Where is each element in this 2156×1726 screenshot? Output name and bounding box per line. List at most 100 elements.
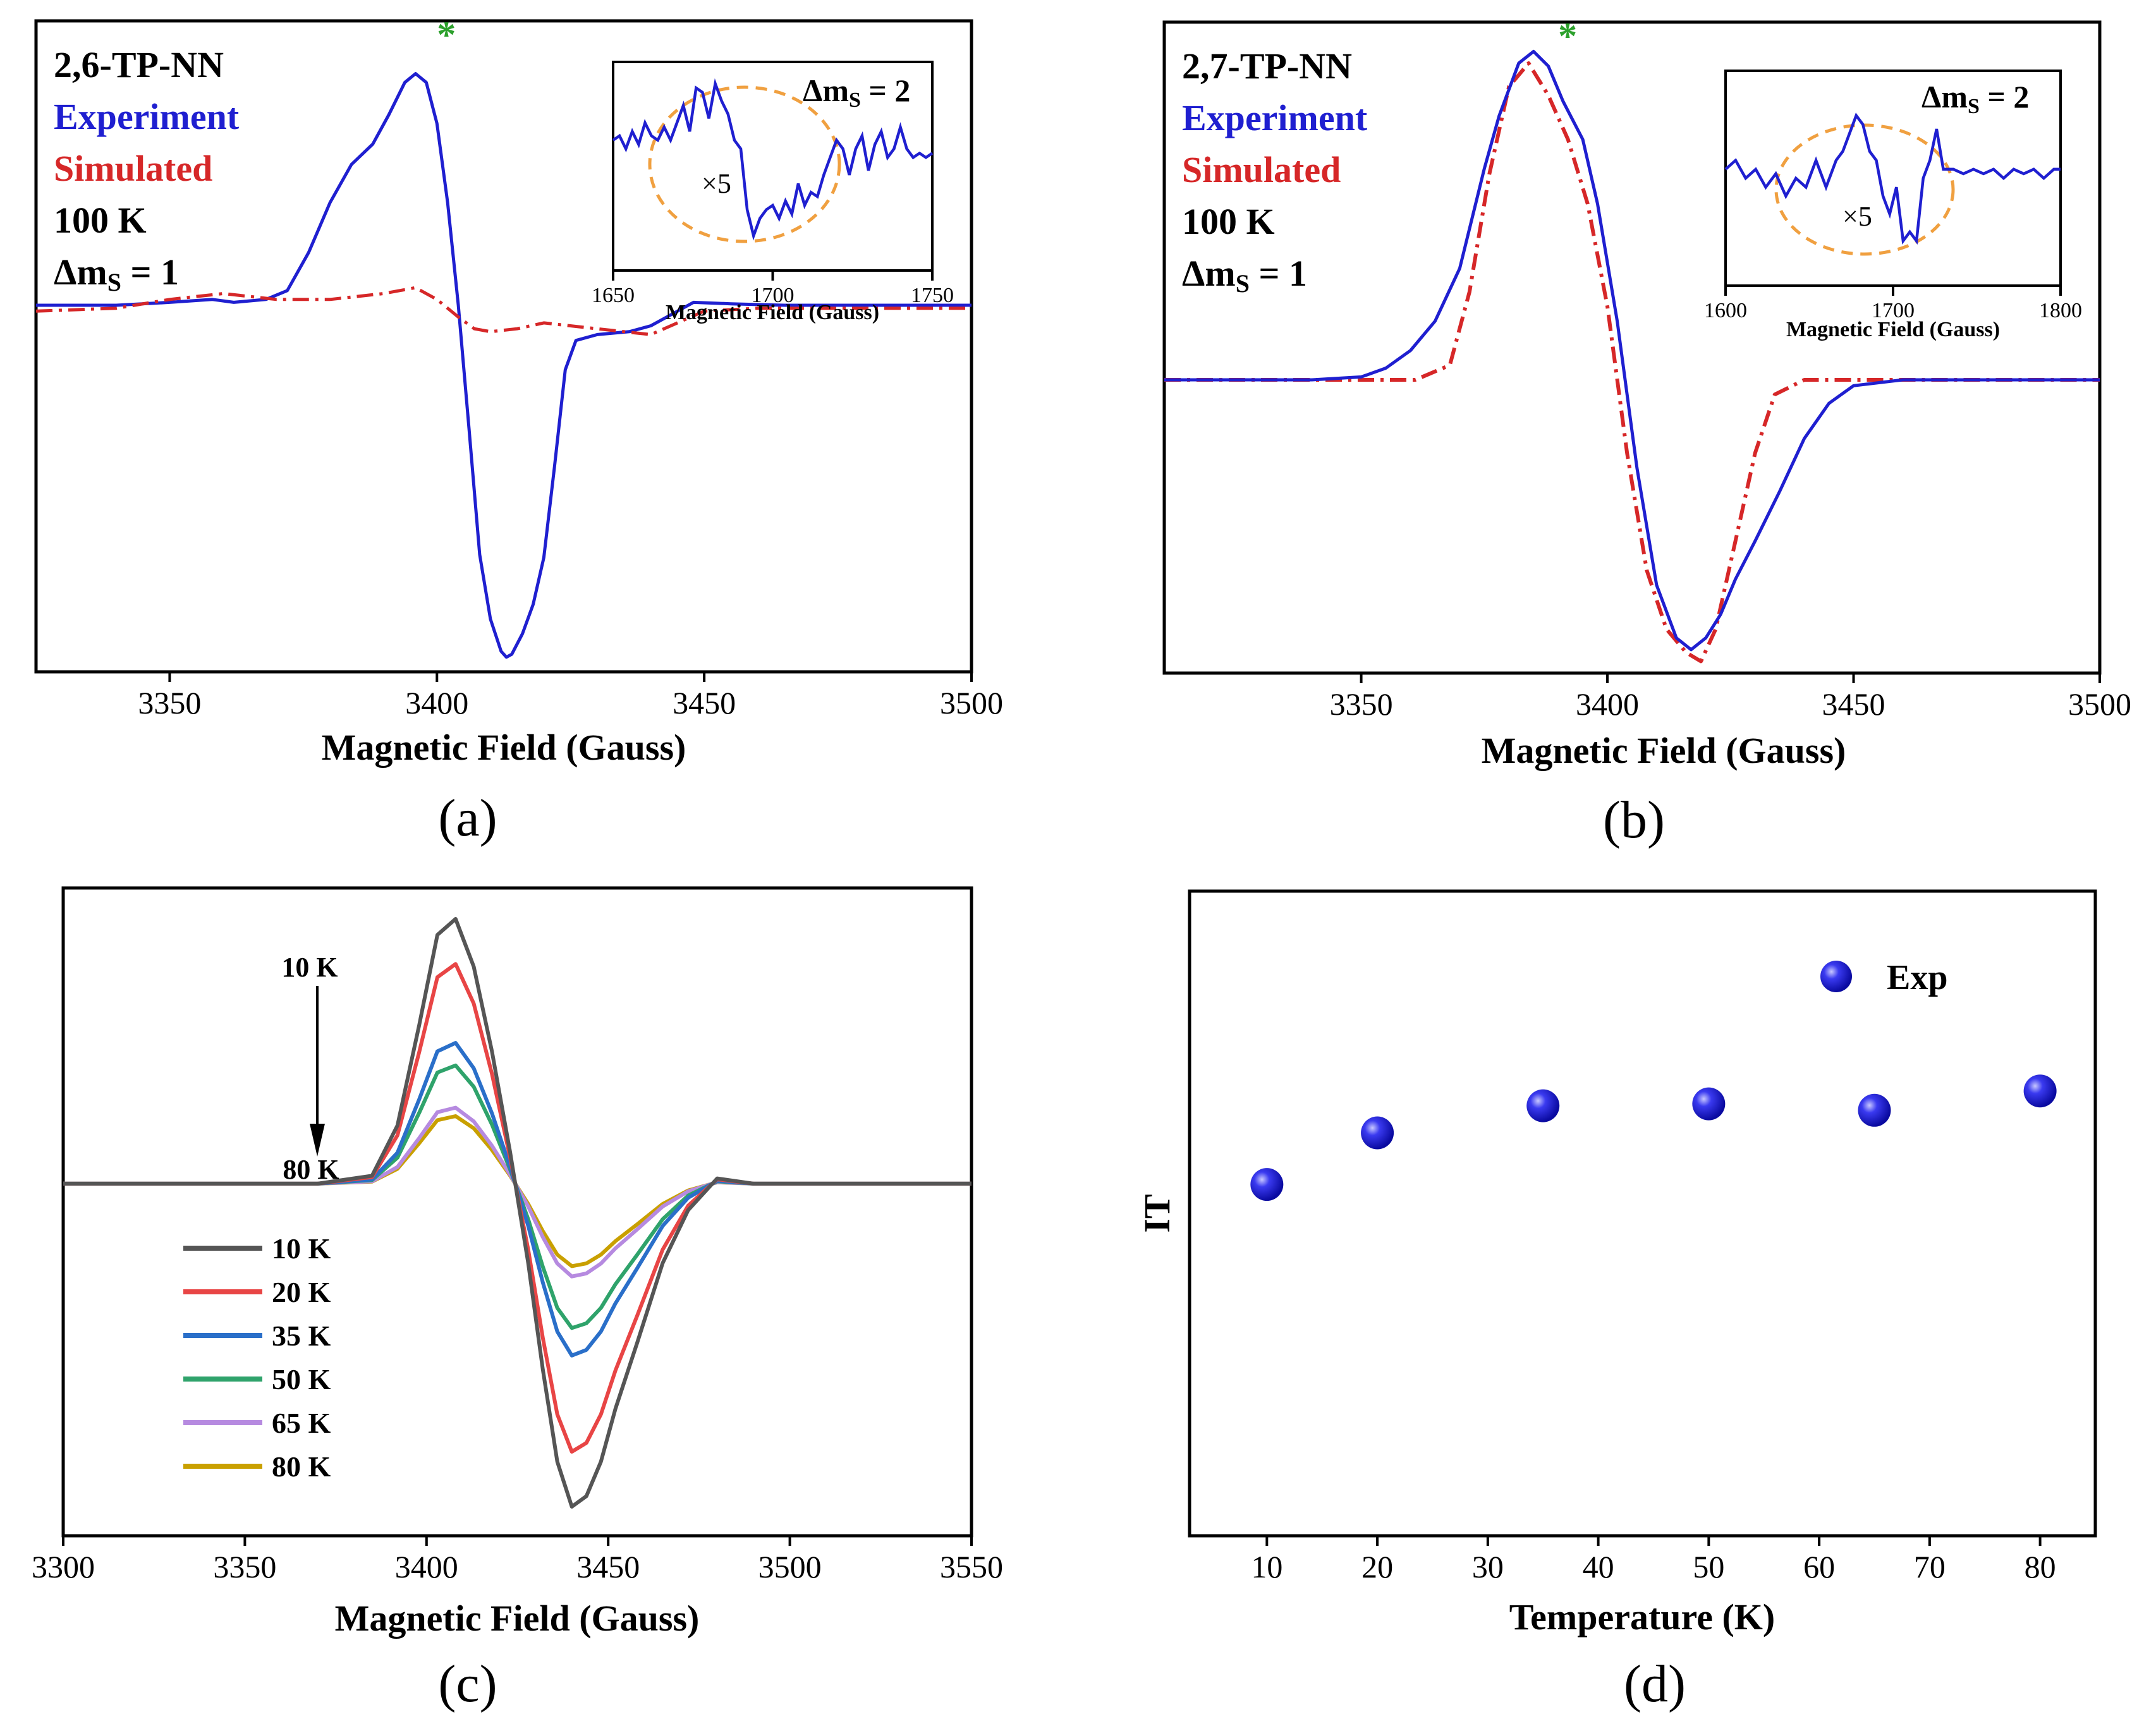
panel-d-x-tick-label-3: 40 [1583,1549,1614,1584]
panel-b-inset-line [1724,112,2061,245]
panel-d-point-1 [1361,1116,1394,1150]
panel-d-point-0 [1250,1168,1284,1201]
panel-d: 10 20 30 40 50 60 70 80 Temperature (K) IT Exp [1136,889,2097,1638]
panel-a-xlabel: Magnetic Field (Gauss) [322,727,686,768]
panel-d-point-4 [1858,1093,1891,1127]
panel-a-inset-x-tick-label-0: 1650 [592,284,635,307]
panel-d-x-tick-label-1: 20 [1361,1549,1393,1584]
panel-c-legend-label-3: 50 K [272,1363,331,1395]
panel-b-x-tick-label-0: 3350 [1330,686,1393,722]
panel-b-inset-scale: ×5 [1842,201,1872,232]
panel-d-x-tick-label-5: 60 [1803,1549,1835,1584]
panel-c-series-65k [63,1105,971,1279]
panel-b: 3350 3400 3450 3500 Magnetic Field (Gauss) … [1162,15,2131,771]
panel-b-inset-x-tick-label-2: 1800 [2039,299,2082,322]
panel-b-frame [1162,20,2102,675]
panel-a-series-experiment [36,72,971,659]
panel-c-x-tick-label-1: 3350 [213,1549,276,1584]
panel-a-simulated-label: Simulated [54,148,212,189]
panel-a-x-tick-label-0: 3350 [138,685,201,720]
panel-d-point-2 [1526,1089,1560,1122]
panel-d-x-tick-label-7: 80 [2025,1549,2056,1584]
panel-a-inset: 1650 1700 1750 ΔmS = 2 ×5 Magnetic Field (… [592,61,954,324]
panel-a: 3350 3400 3450 3500 Magnetic Field (Gauss) … [34,14,1003,768]
panel-a-inset-circle [648,85,841,243]
panel-a-inset-scale: ×5 [702,168,731,199]
panel-c-legend-label-2: 35 K [272,1320,331,1352]
panel-d-x-tick-label-0: 10 [1251,1549,1282,1584]
panel-c-series [63,917,971,1509]
panel-d-caption: (d) [1624,1655,1686,1713]
panel-c-x-tick-label-3: 3450 [576,1549,640,1584]
panel-d-xlabel: Temperature (K) [1509,1596,1775,1638]
panel-b-inset-x-tick-label-0: 1600 [1704,299,1747,322]
panel-a-inset-ticks: 1650 1700 1750 [592,270,954,307]
panel-b-inset: 1600 1700 1800 ΔmS = 2 ×5 Magnetic Field (… [1704,70,2082,341]
panel-b-inset-circle [1774,123,1955,256]
panel-a-sample-label: 2,6-TP-NN [54,44,224,85]
panel-c-x-tick-label-2: 3400 [395,1549,458,1584]
panel-d-x-tick-label-6: 70 [1914,1549,1946,1584]
panel-d-points [1250,1074,2057,1201]
panel-b-inset-x-tick-label-1: 1700 [1872,299,1915,322]
panel-c-legend: 10 K 20 K 35 K 50 K 65 K 80 K [183,1232,331,1483]
panel-b-sample-label: 2,7-TP-NN [1182,46,1352,87]
panel-b-series [1164,49,2100,664]
panel-a-caption: (a) [438,789,497,848]
panel-c: 3300 3350 3400 3450 3500 3550 Magnetic Field … [32,886,1003,1639]
panel-b-x-tick-label-3: 3500 [2068,686,2131,722]
panel-a-inset-dms: ΔmS = 2 [803,73,910,112]
panel-a-temp-label: 100 K [54,200,147,241]
panel-b-experiment-label: Experiment [1182,97,1368,138]
panel-c-x-ticks: 3300 3350 3400 3450 3500 3550 [32,1536,1003,1584]
panel-d-point-3 [1692,1087,1726,1121]
panel-d-ylabel: IT [1136,1194,1178,1232]
panel-b-series-experiment [1164,49,2100,652]
panel-d-frame [1188,889,2097,1538]
panel-b-inset-ticks: 1600 1700 1800 [1704,286,2082,322]
panel-c-legend-label-0: 10 K [272,1232,331,1265]
panel-c-series-50k [63,1063,971,1330]
panel-c-x-tick-label-4: 3500 [758,1549,822,1584]
panel-c-arrow-bottom-label: 80 K [283,1154,339,1185]
panel-a-inset-xlabel: Magnetic Field (Gauss) [666,301,879,324]
panel-a-inset-frame [612,61,934,272]
panel-d-x-tick-label-2: 30 [1472,1549,1504,1584]
panel-a-x-tick-label-2: 3450 [673,685,736,720]
panel-d-point-5 [2023,1074,2057,1108]
panel-b-simulated-label: Simulated [1182,149,1341,190]
panel-b-star: * [1558,15,1577,57]
panel-b-caption: (b) [1603,791,1665,849]
panel-c-frame [61,886,973,1538]
panel-a-frame [34,19,973,674]
panel-a-x-tick-label-1: 3400 [405,685,468,720]
panel-c-series-35k [63,1041,971,1358]
panel-c-legend-label-5: 80 K [272,1450,331,1483]
panel-b-x-ticks: 3350 3400 3450 3500 [1330,673,2131,722]
panel-c-legend-label-4: 65 K [272,1407,331,1439]
panel-c-x-tick-label-0: 3300 [32,1549,95,1584]
panel-a-inset-x-tick-label-2: 1750 [911,284,954,307]
panel-d-legend-label: Exp [1887,958,1948,997]
panel-a-experiment-label: Experiment [54,96,240,137]
panel-d-x-tick-label-4: 50 [1693,1549,1724,1584]
panel-a-inset-line [612,78,934,241]
panel-c-legend-label-1: 20 K [272,1276,331,1308]
panel-b-xlabel: Magnetic Field (Gauss) [1482,730,1846,771]
panel-c-arrow-top-label: 10 K [281,952,338,983]
panel-a-inset-x-tick-label-1: 1700 [752,284,795,307]
panel-b-x-tick-label-2: 3450 [1822,686,1885,722]
panel-c-series-20k [63,962,971,1454]
panel-d-x-ticks: 10 20 30 40 50 60 70 80 [1251,1536,2056,1584]
panel-c-caption: (c) [438,1655,497,1713]
panel-c-arrow-head [310,1124,325,1157]
panel-b-series-simulated [1164,61,2100,664]
panel-c-xlabel: Magnetic Field (Gauss) [335,1598,700,1639]
panel-a-star: * [437,14,456,56]
panel-b-temp-label: 100 K [1182,201,1275,242]
panel-a-x-tick-label-3: 3500 [940,685,1003,720]
panel-a-series [35,72,971,659]
panel-c-series-10k [63,917,971,1509]
panel-a-series-simulated [35,286,971,336]
